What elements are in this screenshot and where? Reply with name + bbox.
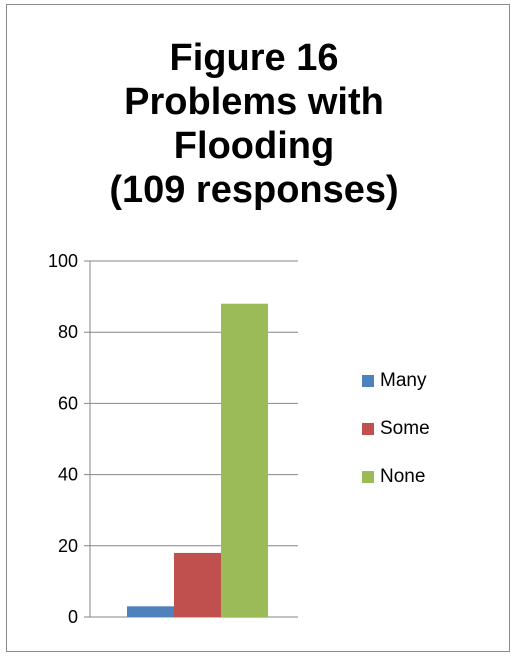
legend-item-some: Some	[362, 416, 430, 442]
bar-none	[221, 303, 268, 617]
y-tick-label: 60	[58, 393, 78, 413]
y-tick-label: 100	[48, 251, 78, 271]
y-tick-label: 0	[68, 607, 78, 627]
chart-title-line-2: Problems with	[124, 81, 384, 123]
bar-many	[127, 606, 174, 617]
y-tick-label: 20	[58, 536, 78, 556]
chart-title-line-1: Figure 16	[169, 37, 339, 79]
legend-label-none: None	[380, 466, 426, 487]
legend-item-none: None	[362, 464, 430, 490]
legend-item-many: Many	[362, 368, 430, 394]
legend-label-many: Many	[380, 370, 427, 391]
legend-label-some: Some	[380, 418, 430, 439]
chart-title-line-4: (109 responses)	[109, 169, 399, 211]
chart-title-line-3: Flooding	[173, 125, 335, 167]
y-tick-label: 80	[58, 322, 78, 342]
legend-swatch-none	[362, 471, 374, 483]
legend-swatch-many	[362, 375, 374, 387]
bar-some	[174, 552, 221, 617]
legend-swatch-some	[362, 423, 374, 435]
legend: Many Some None	[362, 368, 430, 512]
y-tick-label: 40	[58, 465, 78, 485]
chart-title: Figure 16 Problems with Flooding (109 re…	[64, 36, 444, 212]
